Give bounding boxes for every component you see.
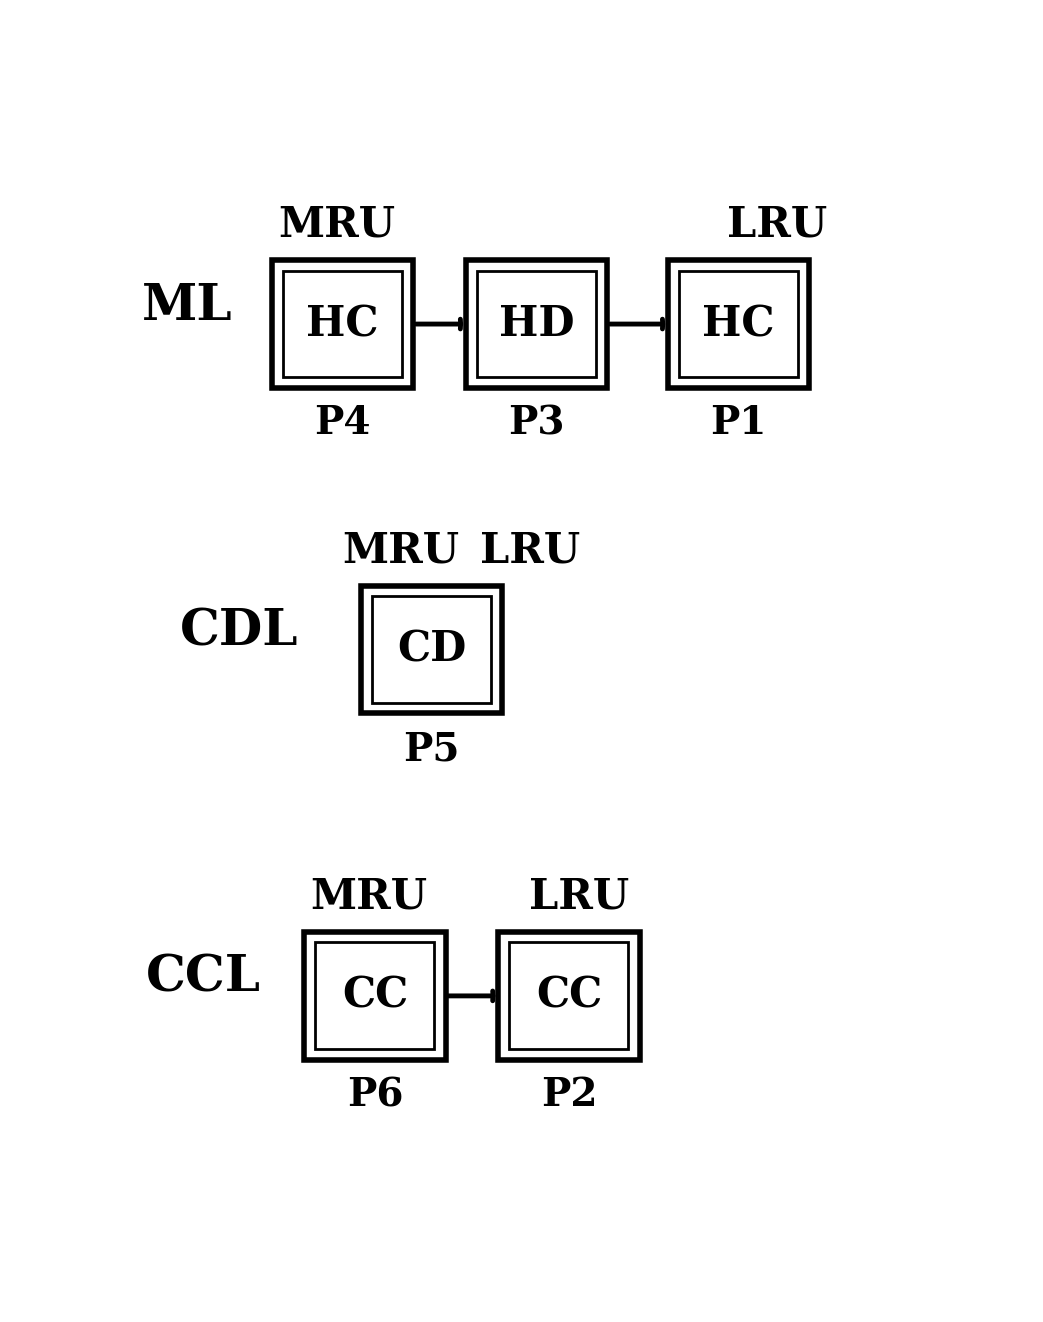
Text: CC: CC (342, 974, 408, 1017)
Text: MRU: MRU (343, 530, 460, 571)
Bar (283, 271, 402, 378)
Bar (272, 260, 413, 387)
Text: MRU: MRU (278, 204, 395, 246)
Text: P1: P1 (710, 405, 767, 443)
Text: P6: P6 (346, 1076, 404, 1114)
Text: CD: CD (396, 629, 466, 670)
Text: CCL: CCL (146, 953, 261, 1002)
Text: P2: P2 (540, 1076, 598, 1114)
Bar (361, 586, 502, 714)
Bar (466, 260, 607, 387)
Text: LRU: LRU (481, 530, 581, 571)
Text: LRU: LRU (727, 204, 827, 246)
Text: CDL: CDL (180, 608, 298, 657)
Bar (499, 932, 639, 1059)
Bar (679, 271, 798, 378)
Text: LRU: LRU (529, 875, 629, 917)
Bar (668, 260, 809, 387)
Text: ML: ML (142, 282, 233, 330)
Text: P4: P4 (314, 405, 371, 443)
Bar (477, 271, 596, 378)
Text: P5: P5 (404, 730, 460, 768)
Bar (305, 932, 445, 1059)
Text: HC: HC (702, 303, 775, 345)
Bar (509, 943, 628, 1050)
Text: MRU: MRU (311, 875, 428, 917)
Text: HD: HD (499, 303, 575, 345)
Text: CC: CC (536, 974, 602, 1017)
Bar (315, 943, 434, 1050)
Text: P3: P3 (508, 405, 565, 443)
Text: HC: HC (307, 303, 379, 345)
Bar (372, 596, 491, 703)
